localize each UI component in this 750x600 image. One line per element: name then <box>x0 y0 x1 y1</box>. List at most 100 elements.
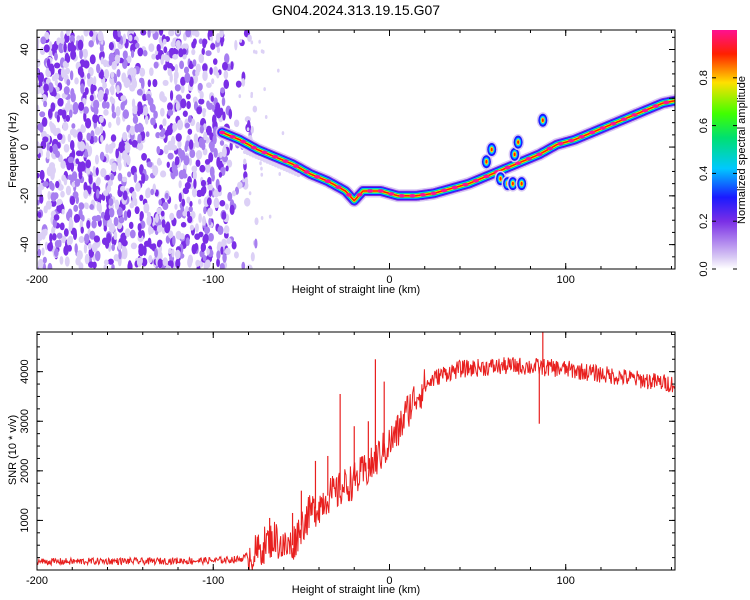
noise-blob <box>150 117 156 126</box>
noise-blob <box>158 30 164 36</box>
noise-blob <box>121 239 128 247</box>
noise-blob <box>141 173 146 184</box>
y-tick-label: -40 <box>19 237 31 253</box>
noise-blob <box>162 118 167 127</box>
noise-blob <box>74 77 79 85</box>
noise-blob <box>59 222 65 231</box>
noise-blob <box>130 49 135 58</box>
noise-blob <box>202 110 206 118</box>
noise-blob <box>193 178 197 189</box>
noise-blob <box>117 43 122 50</box>
noise-blob <box>95 189 100 199</box>
noise-blob <box>185 237 190 246</box>
noise-blob <box>114 199 120 210</box>
noise-blob <box>110 84 115 96</box>
ridge-peak <box>451 185 458 190</box>
noise-blob <box>189 200 193 207</box>
noise-blob <box>67 133 72 143</box>
noise-blob <box>227 191 233 202</box>
noise-blob <box>224 247 231 256</box>
noise-blob <box>72 229 78 241</box>
noise-blob <box>186 100 191 110</box>
noise-blob <box>166 125 173 136</box>
noise-blob <box>56 198 63 206</box>
noise-blob <box>184 72 191 84</box>
noise-blob <box>180 98 187 109</box>
noise-blob <box>98 203 102 214</box>
noise-blob <box>47 190 51 201</box>
noise-blob <box>166 161 170 168</box>
noise-blob <box>193 133 199 144</box>
noise-blob <box>235 80 242 88</box>
noise-blob <box>207 176 212 187</box>
noise-blob <box>98 91 104 102</box>
noise-blob <box>102 190 109 197</box>
noise-blob <box>106 184 112 193</box>
noise-blob <box>54 79 59 86</box>
noise-blob <box>119 145 126 152</box>
noise-blob <box>133 198 138 207</box>
noise-blob <box>115 116 121 126</box>
noise-blob <box>116 69 121 78</box>
noise-blob <box>49 233 53 243</box>
noise-blob <box>41 247 45 256</box>
noise-blob <box>64 256 70 267</box>
noise-blob <box>137 223 142 232</box>
noise-blob <box>39 169 45 181</box>
noise-blob <box>126 155 131 166</box>
noise-blob <box>89 30 94 37</box>
noise-blob <box>175 94 183 101</box>
noise-blob <box>43 100 48 108</box>
island-core <box>517 140 520 144</box>
noise-blob <box>160 57 164 65</box>
noise-blob <box>48 50 53 57</box>
noise-blob <box>205 50 212 57</box>
ridge-peak <box>610 121 617 126</box>
noise-blob <box>89 230 96 240</box>
noise-blob <box>132 115 139 124</box>
noise-blob <box>208 152 214 163</box>
noise-blob <box>76 250 83 261</box>
noise-blob <box>93 135 98 143</box>
noise-blob <box>243 158 247 165</box>
noise-blob <box>44 31 50 40</box>
colorbar-tick-label: 0.8 <box>698 70 710 85</box>
noise-blob <box>91 242 98 253</box>
noise-blob <box>254 217 259 226</box>
noise-blob <box>220 87 225 94</box>
noise-blob <box>109 96 114 103</box>
noise-blob <box>168 247 172 255</box>
island-core <box>513 152 516 157</box>
ridge-peak <box>219 130 226 135</box>
noise-blob <box>234 119 240 128</box>
snr-y-ticks: 1000 2000 3000 4000 <box>19 333 675 559</box>
noise-blob <box>260 216 264 221</box>
noise-blob <box>142 245 147 256</box>
noise-blob <box>213 147 218 158</box>
noise-blob <box>110 71 115 79</box>
noise-blob <box>126 55 132 64</box>
island-core <box>520 181 523 186</box>
noise-blob <box>178 180 182 189</box>
noise-blob <box>153 225 158 231</box>
noise-blob <box>216 243 222 252</box>
noise-blob <box>105 174 111 181</box>
noise-blob <box>162 38 167 45</box>
noise-blob <box>144 115 149 125</box>
ridge-peak <box>599 126 606 130</box>
noise-blob <box>169 90 174 101</box>
ridge-peak <box>620 117 627 122</box>
noise-blob <box>211 78 215 85</box>
noise-blob <box>160 107 165 117</box>
ridge-peak <box>240 139 247 144</box>
noise-blob <box>203 131 208 141</box>
noise-blob <box>100 168 107 178</box>
noise-blob <box>169 212 175 221</box>
noise-blob <box>84 233 90 244</box>
spectrogram-frame <box>36 29 676 270</box>
noise-blob <box>94 154 99 165</box>
noise-blob <box>48 162 56 170</box>
noise-blob <box>67 208 73 218</box>
ridge-peak <box>578 135 585 139</box>
